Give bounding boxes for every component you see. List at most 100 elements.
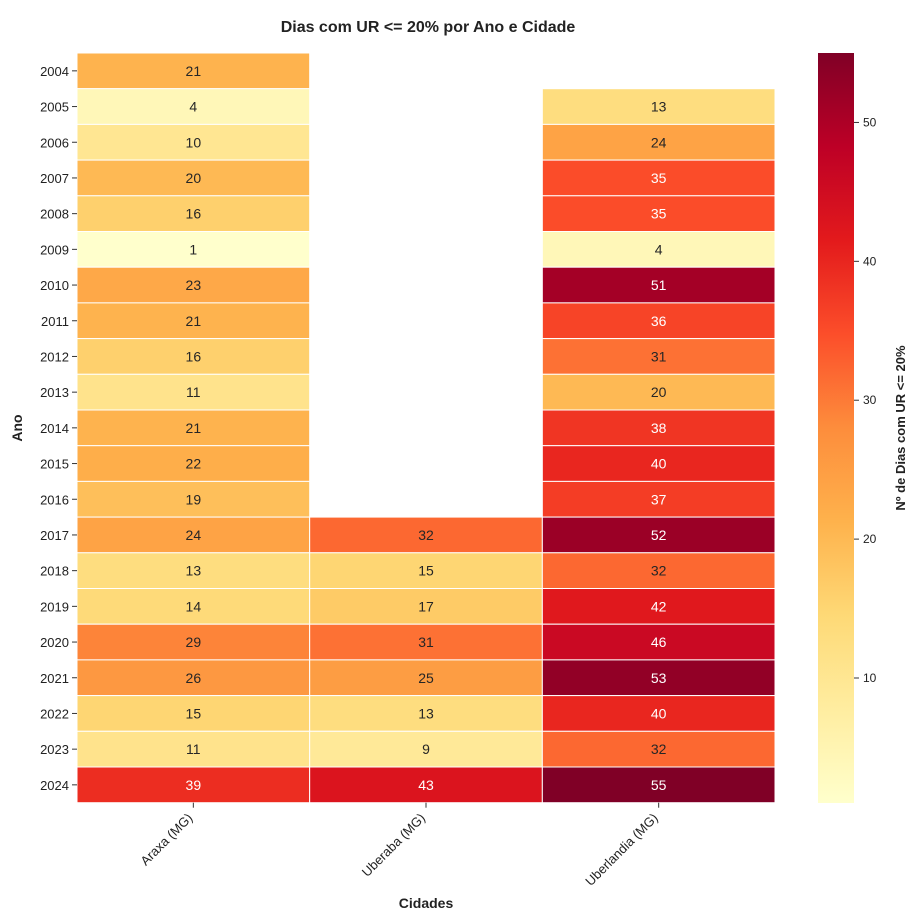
cell-value-label: 20: [651, 384, 667, 400]
colorbar-tick-label: 20: [863, 532, 877, 546]
colorbar-tick-label: 40: [863, 254, 877, 268]
cell-value-label: 26: [186, 670, 202, 686]
heatmap-cell: [309, 695, 543, 732]
x-tick-label: Uberaba (MG): [359, 810, 428, 879]
cell-value-label: 1: [189, 241, 197, 257]
cell-value-label: 37: [651, 491, 667, 507]
heatmap-cell: [541, 695, 776, 732]
cell-value-label: 13: [186, 563, 202, 579]
cell-value-label: 38: [651, 420, 667, 436]
heatmap-cell: [541, 623, 776, 661]
y-axis-label: Ano: [9, 414, 25, 441]
heatmap-cell: [541, 231, 776, 268]
cell-value-label: 11: [186, 384, 201, 400]
cell-value-label: 39: [186, 777, 202, 793]
heatmap-cell: [309, 659, 543, 697]
cell-value-label: 15: [418, 563, 434, 579]
cell-value-label: 4: [655, 241, 663, 257]
heatmap-cell: [541, 552, 776, 589]
heatmap-cell: [76, 123, 311, 161]
heatmap-cell: [541, 338, 776, 375]
heatmap-cell: [541, 88, 776, 125]
cell-value-label: 16: [186, 206, 202, 222]
cell-value-label: 17: [418, 598, 434, 614]
colorbar: [818, 53, 854, 803]
cell-value-label: 16: [186, 348, 202, 364]
cell-value-label: 24: [186, 527, 202, 543]
cell-value-label: 20: [186, 170, 202, 186]
heatmap-cell: [76, 231, 311, 268]
cell-value-label: 9: [422, 741, 430, 757]
colorbar-tick-label: 50: [863, 115, 877, 129]
colorbar-tick-label: 10: [863, 671, 877, 685]
colorbar-label: Nº de Dias com UR <= 20%: [893, 345, 908, 511]
heatmap-cell: [76, 552, 311, 589]
y-tick-label: 2016: [40, 492, 69, 507]
cell-value-label: 40: [651, 456, 667, 472]
y-tick-label: 2012: [40, 349, 69, 364]
cell-value-label: 29: [186, 634, 202, 650]
heatmap-cell: [541, 659, 776, 697]
cell-value-label: 25: [418, 670, 434, 686]
cell-value-label: 22: [186, 456, 202, 472]
heatmap-cell: [541, 409, 776, 447]
y-tick-label: 2015: [40, 457, 69, 472]
y-tick-label: 2020: [40, 635, 69, 650]
cell-value-label: 32: [651, 563, 667, 579]
cell-value-label: 46: [651, 634, 667, 650]
y-tick-label: 2007: [40, 171, 69, 186]
x-tick-label: Uberlandia (MG): [582, 810, 661, 889]
heatmap-cell: [76, 266, 311, 304]
cell-value-label: 36: [651, 313, 667, 329]
y-tick-label: 2005: [40, 100, 69, 115]
heatmap-cell: [309, 516, 543, 554]
heatmap-cell: [541, 373, 776, 411]
heatmap-cell: [309, 766, 543, 804]
y-tick-label: 2017: [40, 528, 69, 543]
heatmap-cell: [76, 409, 311, 447]
cell-value-label: 52: [651, 527, 667, 543]
heatmap-cell: [541, 480, 776, 518]
cell-value-label: 24: [651, 134, 667, 150]
heatmap-cell: [76, 302, 311, 340]
cell-value-label: 40: [651, 705, 667, 721]
cell-value-label: 32: [651, 741, 667, 757]
y-tick-label: 2023: [40, 742, 69, 757]
heatmap-cell: [541, 516, 776, 554]
cell-value-label: 31: [651, 348, 667, 364]
heatmap-cell: [76, 445, 311, 482]
y-tick-label: 2022: [40, 706, 69, 721]
cell-value-label: 35: [651, 170, 667, 186]
y-tick-label: 2004: [40, 64, 69, 79]
y-tick-label: 2018: [40, 564, 69, 579]
y-tick-label: 2006: [40, 135, 69, 150]
heatmap-cell: [309, 730, 543, 768]
cell-value-label: 13: [651, 99, 667, 115]
cell-value-label: 21: [186, 420, 202, 436]
colorbar-ticks: 10 20 30 40 50: [854, 115, 877, 685]
heatmap-cell: [541, 730, 776, 768]
y-tick-label: 2010: [40, 278, 69, 293]
cell-value-label: 14: [186, 598, 202, 614]
y-tick-label: 2011: [41, 314, 69, 329]
cell-value-label: 42: [651, 598, 667, 614]
cell-value-label: 23: [186, 277, 202, 293]
cell-value-label: 32: [418, 527, 434, 543]
x-tick-label: Araxa (MG): [137, 810, 195, 868]
y-tick-label: 2014: [40, 421, 69, 436]
cell-value-label: 19: [186, 491, 202, 507]
cell-value-label: 51: [651, 277, 667, 293]
cell-value-label: 21: [186, 313, 202, 329]
cell-value-label: 13: [418, 705, 434, 721]
colorbar-tick-label: 30: [863, 393, 877, 407]
y-tick-labels: 2004 2005 2006 2007 2008 2009 2010 2011 2012 2013…: [40, 64, 77, 793]
cell-value-label: 43: [418, 777, 434, 793]
y-tick-label: 2009: [40, 242, 69, 257]
cell-value-label: 10: [186, 134, 202, 150]
cell-value-label: 11: [186, 741, 201, 757]
x-tick-labels: Araxa (MG) Uberaba (MG) Uberlandia (MG): [137, 802, 661, 889]
heatmap-cell: [541, 766, 776, 804]
